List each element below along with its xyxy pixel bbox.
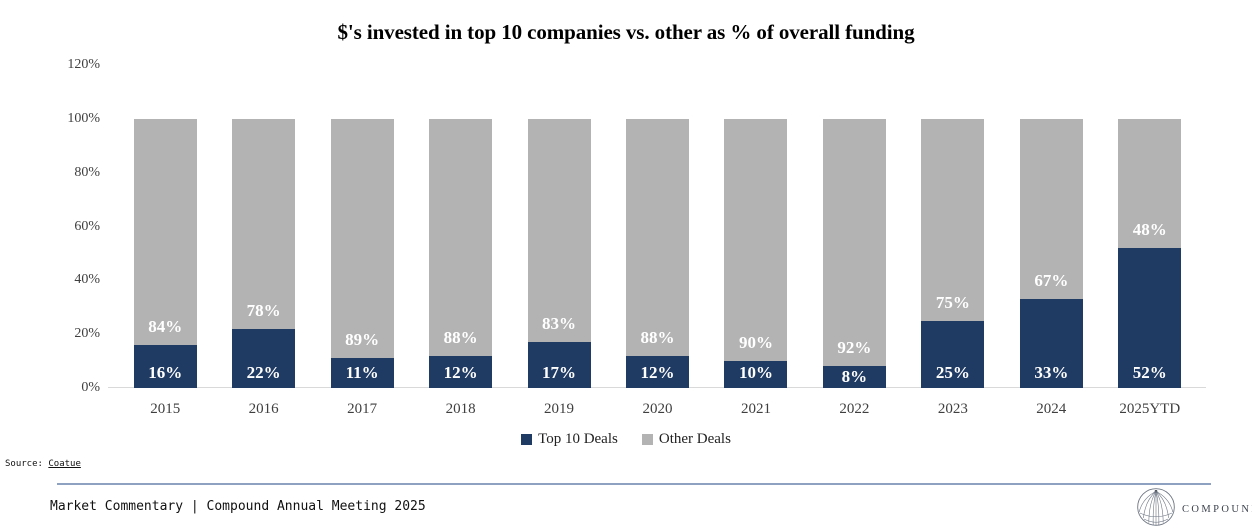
bar-group-2016: 78% 22% <box>232 119 296 388</box>
x-axis-label: 2015 <box>150 401 181 417</box>
bar-segment-other-deals <box>330 119 394 359</box>
bar-value-label-top10: 22% <box>246 363 281 382</box>
bar-value-label-other: 67% <box>1034 271 1069 291</box>
bar-segment-top-10-deals <box>133 344 197 388</box>
bar-segment-other-deals <box>822 119 886 367</box>
x-axis-label: 2020 <box>642 401 673 417</box>
bar-group-2024: 67% 33% <box>1019 119 1083 388</box>
bar-value-label-top10: 52% <box>1132 363 1167 382</box>
x-axis-label: 2021 <box>740 401 771 417</box>
x-axis-label: 2017 <box>347 401 378 417</box>
x-axis-label: 2016 <box>248 401 279 417</box>
bar-group-2025ytd: 48% 52% <box>1118 119 1182 388</box>
bar-group-2021: 90% 10% <box>724 119 788 388</box>
x-axis-label: 2018 <box>445 401 476 417</box>
bar-segment-top-10-deals <box>724 361 788 388</box>
bar-value-label-top10: 8% <box>841 367 868 387</box>
plot-area: 84% 16% 78% 22% 89% 11% 88% 12% 83% 17% 88% 12% 90% 1… <box>116 0 1199 388</box>
bar-value-label-top10: 17% <box>542 363 577 382</box>
globe-icon <box>1136 487 1176 531</box>
bar-value-label-other: 88% <box>443 327 478 347</box>
bar-value-label-other: 88% <box>640 327 675 347</box>
bar-segment-top-10-deals <box>921 320 985 388</box>
y-axis-tick-label: 80% <box>74 164 100 180</box>
y-axis-tick-label: 60% <box>74 218 100 234</box>
bar-group-2020: 88% 12% <box>626 119 689 388</box>
bar-value-label-top10: 12% <box>443 363 478 382</box>
bar-segment-other-deals <box>232 119 296 329</box>
x-axis-label: 2019 <box>544 401 575 417</box>
bar-segment-other-deals <box>429 119 493 356</box>
x-axis-label: 2022 <box>839 401 870 417</box>
bar-segment-top-10-deals <box>626 355 689 388</box>
bar-segment-other-deals <box>921 119 985 321</box>
bar-segment-top-10-deals <box>232 328 296 388</box>
bar-value-label-other: 83% <box>542 314 577 334</box>
bar-value-label-other: 90% <box>738 333 773 353</box>
legend: Top 10 Deals Other Deals <box>0 431 1252 448</box>
source-line: Source: Coatue <box>5 459 81 469</box>
y-axis-tick-label: 20% <box>74 326 100 342</box>
bar-value-label-other: 48% <box>1132 220 1167 240</box>
x-axis-label: 2023 <box>937 401 968 417</box>
y-axis-tick-label: 100% <box>67 111 100 126</box>
bar-segment-top-10-deals <box>330 358 394 388</box>
bar-segment-other-deals <box>1118 119 1182 249</box>
bar-segment-top-10-deals <box>822 366 886 388</box>
y-axis-tick-label: 0% <box>81 380 100 395</box>
legend-swatch-icon <box>641 434 653 445</box>
bar-segment-top-10-deals <box>1019 299 1083 388</box>
bar-value-label-top10: 10% <box>738 363 773 382</box>
bar-segment-top-10-deals <box>527 342 591 388</box>
legend-item: Other Deals <box>641 431 731 448</box>
bar-segment-other-deals <box>527 119 591 343</box>
bar-segment-other-deals <box>1019 119 1083 300</box>
bar-value-label-other: 78% <box>246 300 281 320</box>
bar-value-label-other: 75% <box>935 292 970 312</box>
divider-rule <box>57 483 1211 485</box>
bar-segment-other-deals <box>133 119 197 345</box>
bar-value-label-other: 89% <box>345 330 380 350</box>
bar-segment-other-deals <box>626 119 689 356</box>
bar-value-label-other: 84% <box>148 316 183 336</box>
bar-group-2017: 89% 11% <box>330 119 394 388</box>
bar-segment-top-10-deals <box>1118 248 1182 388</box>
logo-wordmark: COMPOUND <box>1182 504 1252 515</box>
bar-value-label-top10: 33% <box>1034 363 1069 382</box>
footer-text: Market Commentary | Compound Annual Meet… <box>50 499 426 514</box>
chart-title: $'s invested in top 10 companies vs. oth… <box>337 20 915 44</box>
bar-segment-other-deals <box>724 119 788 362</box>
source-label: Source: <box>5 459 49 469</box>
y-axis-tick-label: 120% <box>67 57 100 73</box>
x-axis-label: 2025YTD <box>1119 401 1181 417</box>
bar-value-label-other: 92% <box>837 338 872 358</box>
legend-label: Other Deals <box>658 431 731 447</box>
bar-group-2019: 83% 17% <box>527 119 591 388</box>
bar-group-2015: 84% 16% <box>133 119 197 388</box>
bar-value-label-top10: 11% <box>345 363 379 382</box>
bar-value-label-top10: 25% <box>935 363 970 382</box>
compound-logo: COMPOUND <box>1136 487 1252 531</box>
legend-item: Top 10 Deals <box>521 431 618 448</box>
bar-value-label-top10: 12% <box>640 363 675 382</box>
legend-label: Top 10 Deals <box>538 431 618 447</box>
bar-segment-top-10-deals <box>429 355 493 388</box>
bar-group-2023: 75% 25% <box>921 119 985 388</box>
x-axis-label: 2024 <box>1036 401 1067 417</box>
y-axis-tick-label: 40% <box>74 272 100 288</box>
bar-value-label-top10: 16% <box>148 363 183 382</box>
source-link[interactable]: Coatue <box>48 459 81 469</box>
bar-group-2018: 88% 12% <box>429 119 493 388</box>
bar-group-2022: 92% 8% <box>822 119 886 388</box>
legend-swatch-icon <box>521 434 533 445</box>
